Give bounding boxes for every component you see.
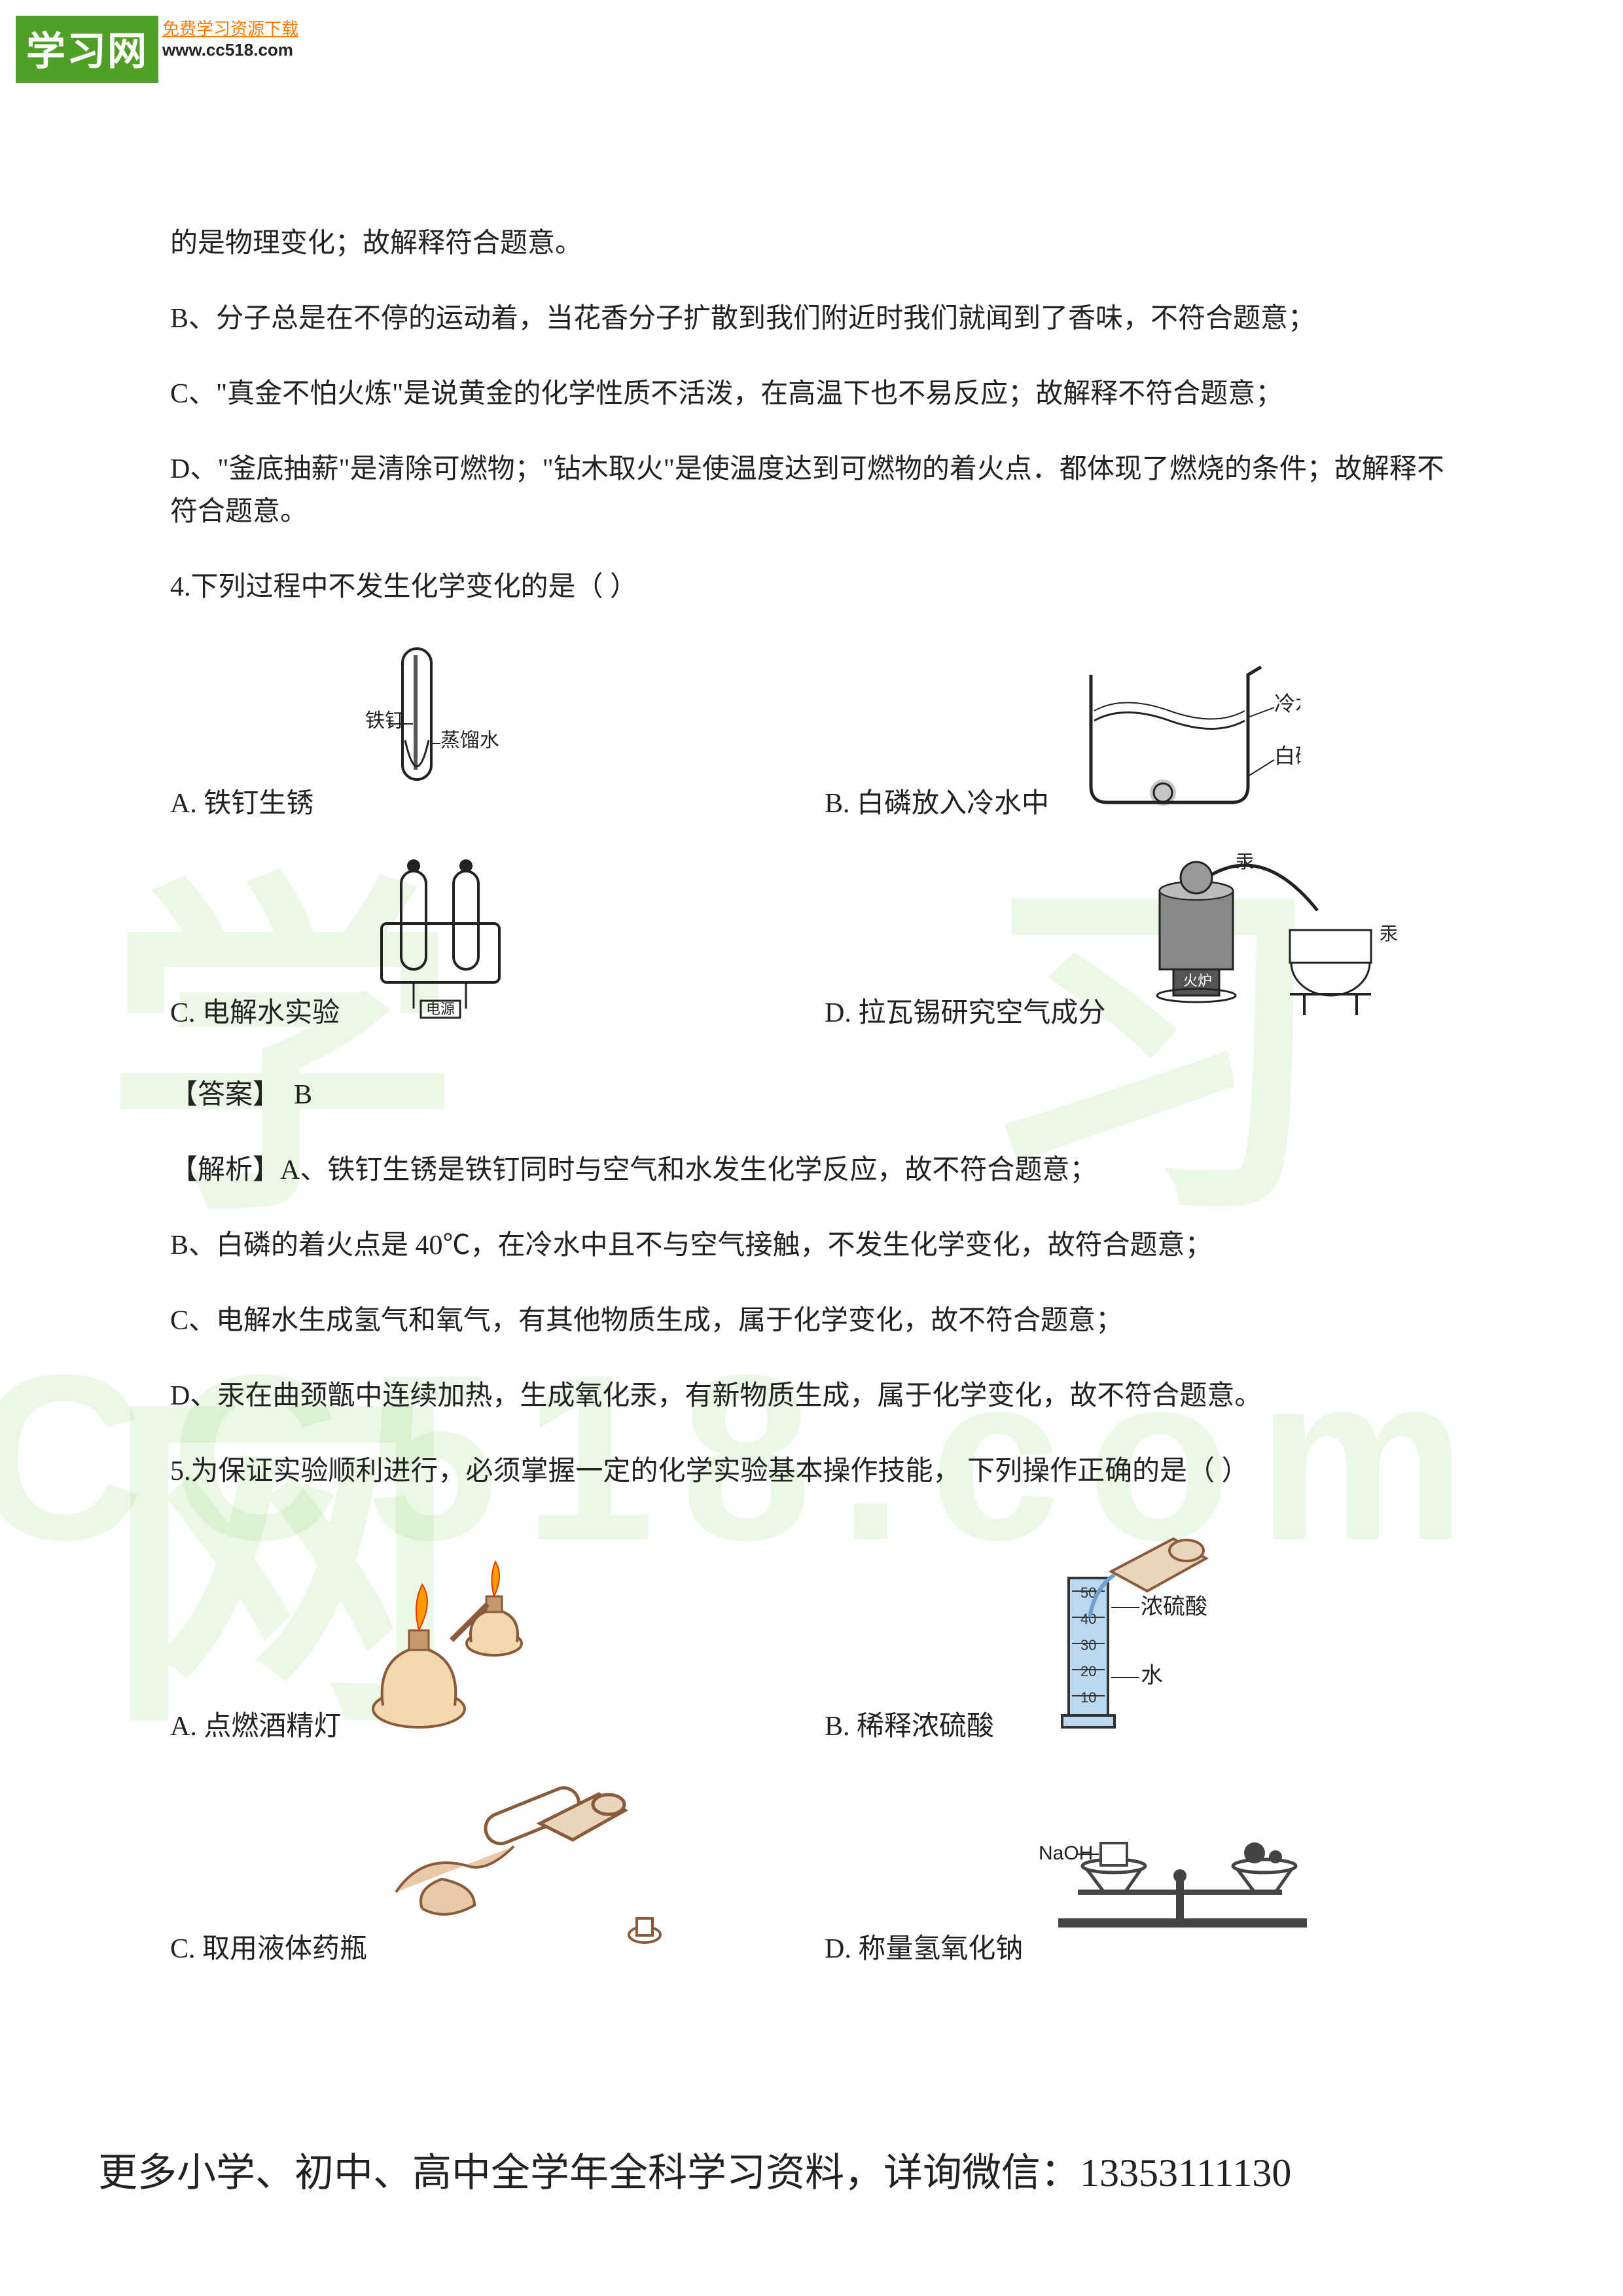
q4-C: C. 电解水实验 电源: [170, 852, 798, 1035]
pour-liquid-icon: [383, 1774, 671, 1958]
q4-C-label: C. 电解水实验: [170, 992, 340, 1035]
svg-text:电源: 电源: [426, 1001, 455, 1017]
svg-text:蒸馏水: 蒸馏水: [440, 730, 499, 751]
test-tube-icon: 铁钉 蒸馏水: [329, 642, 506, 812]
logo-box: 学习网: [16, 16, 158, 83]
svg-text:火炉: 火炉: [1183, 973, 1212, 989]
q5-row-cd: C. 取用液体药瓶 D. 称量氢氧化钠: [170, 1774, 1453, 1971]
explain4-D: D、汞在曲颈甑中连续加热，生成氧化汞，有新物质生成，属于化学变化，故不符合题意。: [170, 1375, 1453, 1418]
svg-text:冷水: 冷水: [1274, 692, 1300, 715]
q5-stem: 5.为保证实验顺利进行，必须掌握一定的化学实验基本操作技能， 下列操作正确的是（…: [170, 1450, 1453, 1493]
q5-row-ab: A. 点燃酒精灯 B. 稀释浓硫酸: [170, 1526, 1453, 1748]
q5-D: D. 称量氢氧化钠 NaOH: [825, 1814, 1453, 1971]
q5-A-figure: [357, 1539, 540, 1748]
q4-C-figure: 电源: [355, 852, 539, 1035]
beaker-icon: 冷水 白磷: [1065, 655, 1300, 812]
q5-C-figure: [383, 1774, 671, 1971]
p3: C、"真金不怕火炼"是说黄金的化学性质不活泼，在高温下也不易反应；故解释不符合题…: [170, 373, 1453, 416]
explain4-C: C、电解水生成氢气和氧气，有其他物质生成，属于化学变化，故不符合题意；: [170, 1300, 1453, 1342]
svg-text:NaOH: NaOH: [1039, 1842, 1093, 1864]
svg-text:汞: 汞: [1380, 924, 1398, 944]
balance-scale-icon: NaOH: [1039, 1814, 1327, 1958]
explain4-B: B、白磷的着火点是 40℃，在冷水中且不与空气接触，不发生化学变化，故符合题意；: [170, 1225, 1453, 1267]
q5-D-figure: NaOH: [1039, 1814, 1327, 1971]
explain4-label: 【解析】: [170, 1155, 280, 1185]
q4-D-label: D. 拉瓦锡研究空气成分: [825, 992, 1105, 1035]
svg-text:铁钉: 铁钉: [365, 710, 404, 732]
explain4-A: A、铁钉生锈是铁钉同时与空气和水发生化学反应，故不符合题意；: [280, 1155, 1097, 1185]
svg-text:汞: 汞: [1236, 852, 1254, 872]
svg-text:浓硫酸: 浓硫酸: [1141, 1594, 1207, 1619]
q5-C-label: C. 取用液体药瓶: [170, 1928, 367, 1971]
page-content: 的是物理变化；故解释符合题意。 B、分子总是在不停的运动着，当花香分子扩散到我们…: [170, 223, 1453, 1998]
q5-B: B. 稀释浓硫酸 50 40 30 20 10: [825, 1526, 1453, 1748]
svg-text:20: 20: [1080, 1663, 1096, 1679]
lavoisier-icon: 汞 汞 火炉: [1121, 852, 1409, 1022]
electrolysis-icon: 电源: [355, 852, 539, 1022]
svg-text:水: 水: [1141, 1664, 1163, 1688]
p1: 的是物理变化；故解释符合题意。: [170, 223, 1453, 265]
q4-A: A. 铁钉生锈 铁钉 蒸馏水: [170, 642, 798, 825]
p2: B、分子总是在不停的运动着，当花香分子扩散到我们附近时我们就闻到了香味，不符合题…: [170, 298, 1453, 340]
svg-text:白磷: 白磷: [1274, 744, 1300, 768]
explain4: 【解析】A、铁钉生锈是铁钉同时与空气和水发生化学反应，故不符合题意；: [170, 1149, 1453, 1192]
logo-side: 免费学习资源下载 www.cc518.com: [162, 16, 298, 60]
q4-A-figure: 铁钉 蒸馏水: [329, 642, 506, 825]
q5-A-label: A. 点燃酒精灯: [170, 1706, 341, 1748]
q4-B-figure: 冷水 白磷: [1065, 655, 1300, 825]
q4-A-label: A. 铁钉生锈: [170, 783, 313, 825]
svg-text:30: 30: [1080, 1637, 1096, 1653]
q5-B-figure: 50 40 30 20 10 浓硫酸 水: [1010, 1526, 1245, 1748]
q4-D-figure: 汞 汞 火炉: [1121, 852, 1409, 1035]
logo-url: www.cc518.com: [162, 40, 298, 60]
answer4: 【答案】 B: [170, 1074, 1453, 1117]
answer4-label: 【答案】: [170, 1080, 280, 1110]
dilute-acid-icon: 50 40 30 20 10 浓硫酸 水: [1010, 1526, 1245, 1735]
q4-row-cd: C. 电解水实验 电源 D. 拉瓦锡研究空气成分: [170, 852, 1453, 1035]
alcohol-lamp-icon: [357, 1539, 540, 1735]
q5-D-label: D. 称量氢氧化钠: [825, 1928, 1023, 1971]
q5-A: A. 点燃酒精灯: [170, 1539, 798, 1748]
q4-stem: 4.下列过程中不发生化学变化的是（ ）: [170, 566, 1453, 609]
answer4-value: B: [294, 1080, 312, 1110]
site-logo: 学习网 免费学习资源下载 www.cc518.com: [16, 16, 298, 83]
svg-text:10: 10: [1080, 1689, 1096, 1706]
q5-C: C. 取用液体药瓶: [170, 1774, 798, 1971]
p4: D、"釜底抽薪"是清除可燃物；"钻木取火"是使温度达到可燃物的着火点．都体现了燃…: [170, 448, 1453, 533]
q4-B: B. 白磷放入冷水中 冷水 白磷: [825, 655, 1453, 825]
q4-row-ab: A. 铁钉生锈 铁钉 蒸馏水 B. 白磷放入冷水中: [170, 642, 1453, 825]
logo-tagline: 免费学习资源下载: [162, 16, 298, 40]
q4-D: D. 拉瓦锡研究空气成分 汞 汞 火炉: [825, 852, 1453, 1035]
q4-B-label: B. 白磷放入冷水中: [825, 783, 1049, 825]
page-footer: 更多小学、初中、高中全学年全科学习资料，详询微信：13353111130: [98, 2141, 1525, 2198]
q5-B-label: B. 稀释浓硫酸: [825, 1706, 994, 1748]
